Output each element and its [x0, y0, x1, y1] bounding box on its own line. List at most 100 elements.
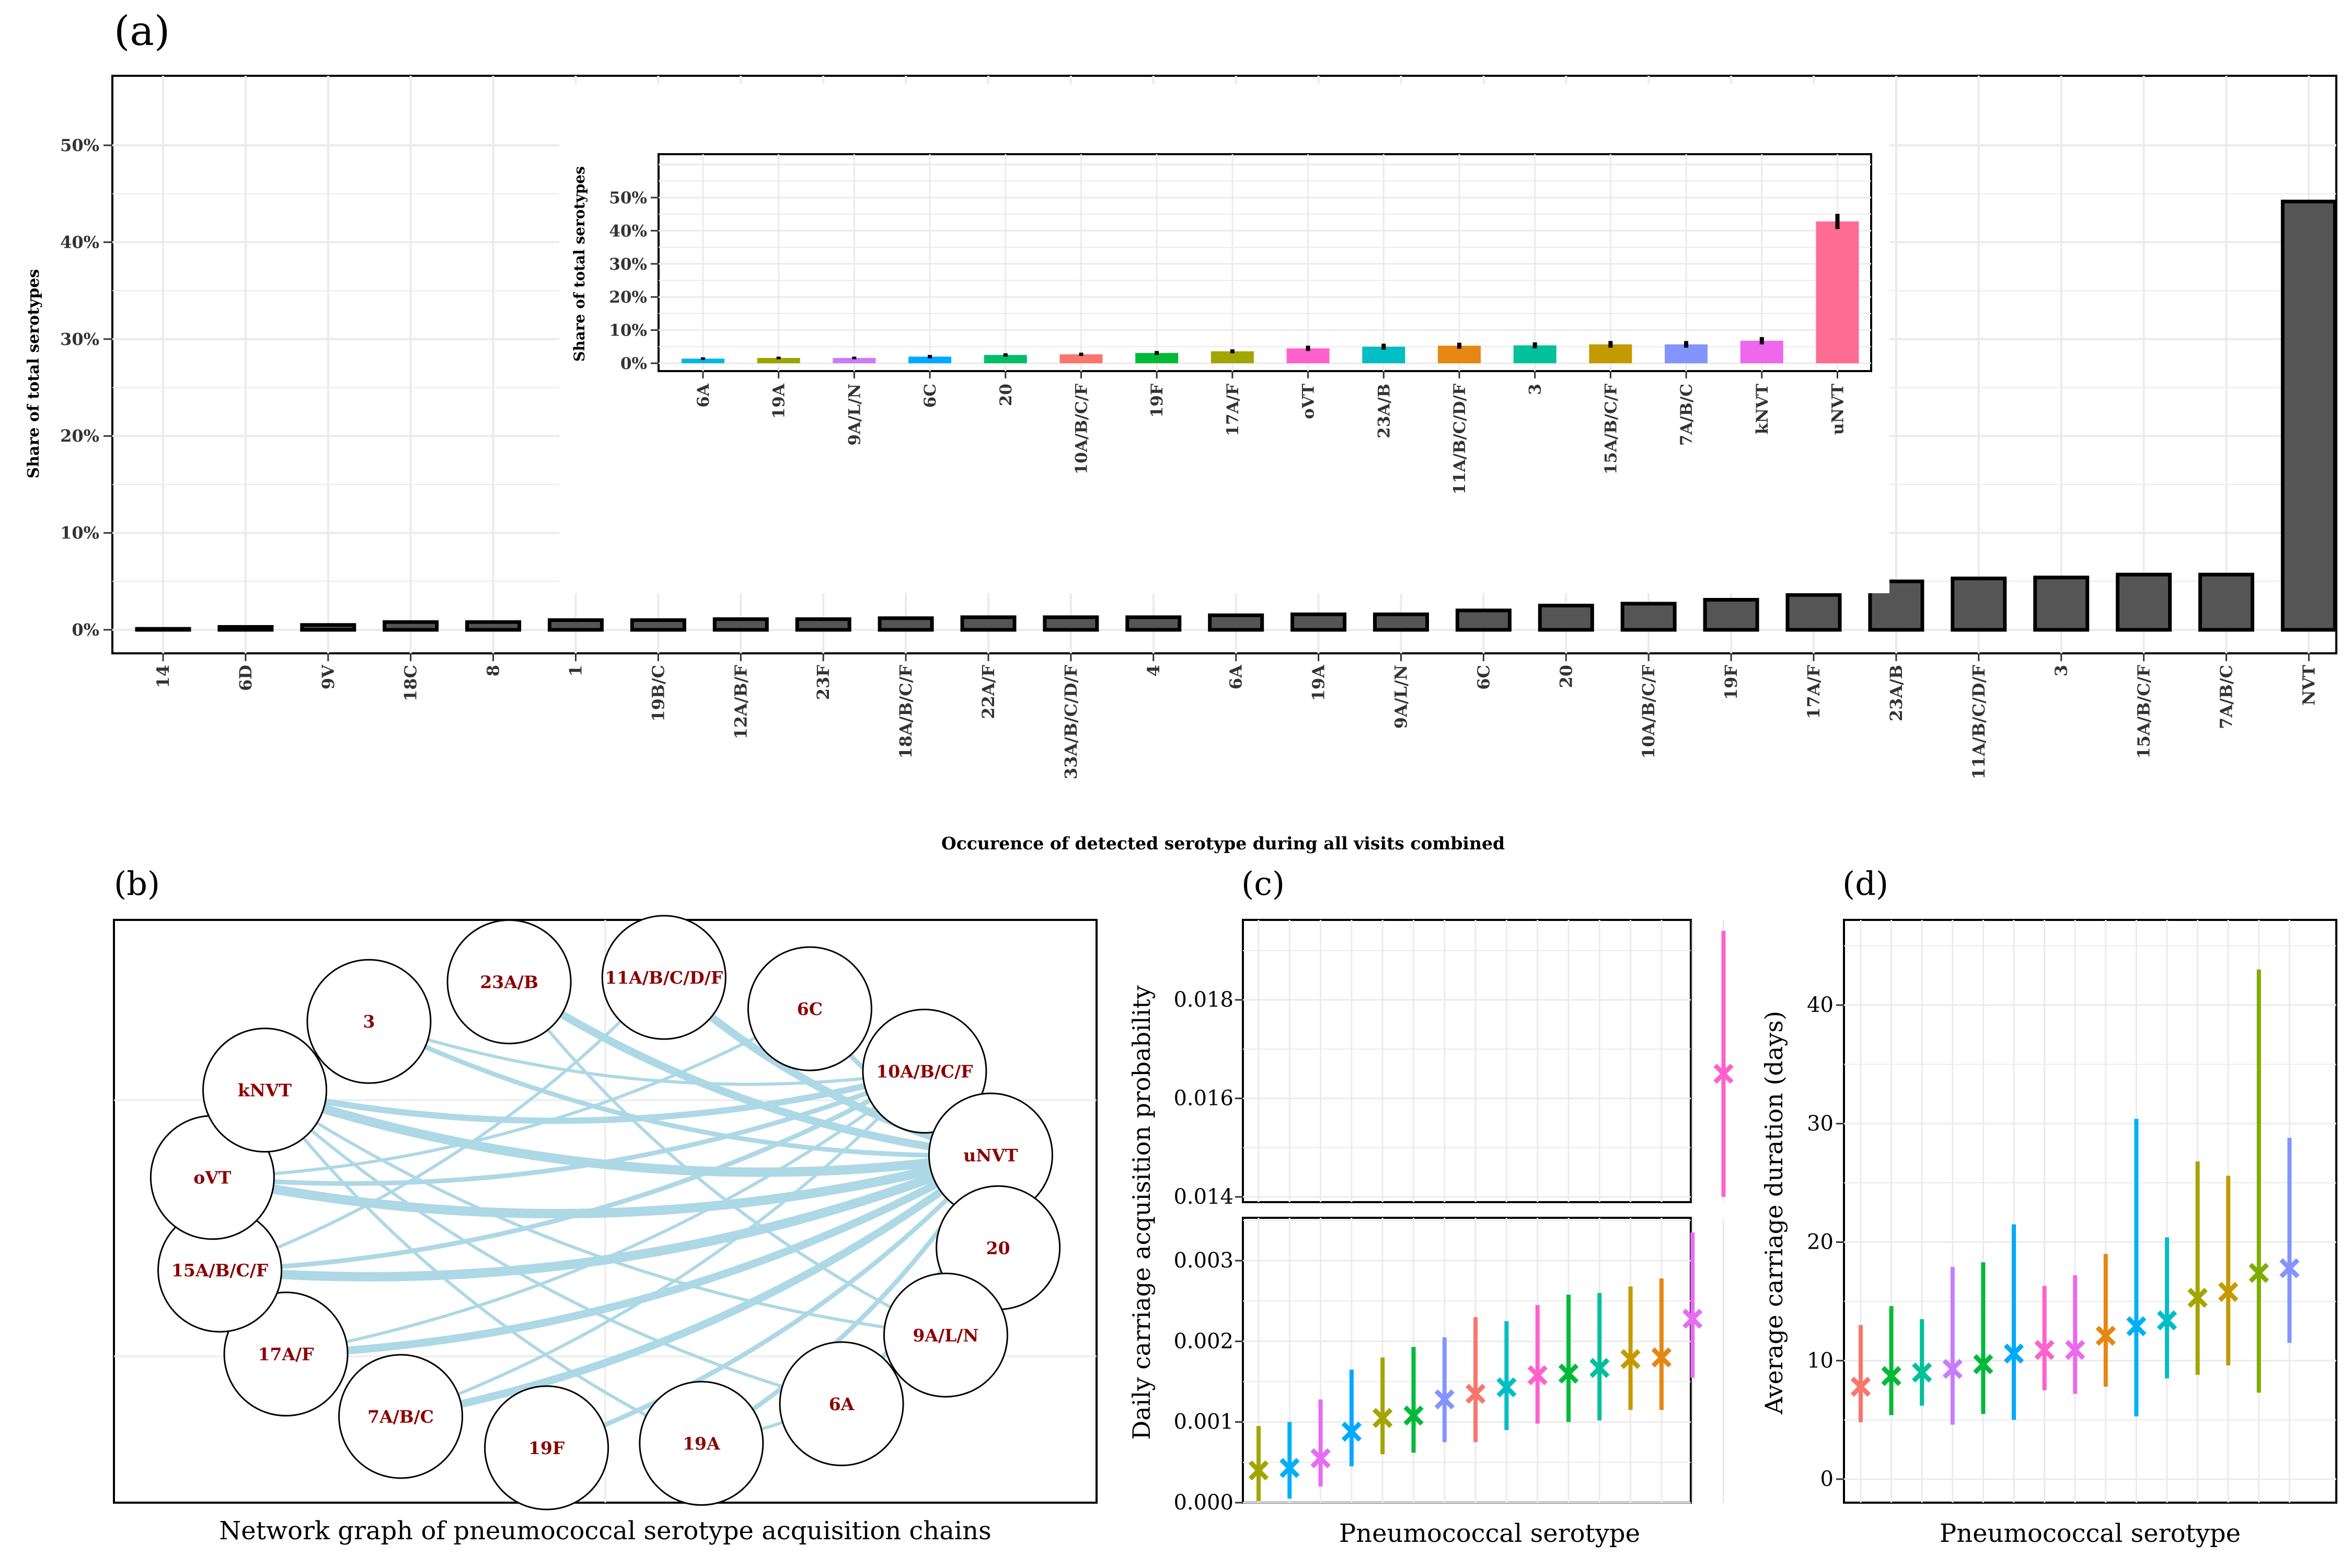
bar — [795, 617, 851, 632]
x-tick-label: uNVT — [1829, 384, 1848, 435]
panel-b-tag: (b) — [114, 864, 160, 903]
bar — [984, 355, 1027, 363]
network-edge — [366, 1019, 993, 1158]
network-edge — [260, 1085, 996, 1177]
bar — [1135, 353, 1179, 363]
y-tick-label: 0.000 — [1173, 1491, 1233, 1515]
bar — [2116, 572, 2172, 632]
point-marker — [1496, 1377, 1517, 1398]
y-tick-label: 0.016 — [1173, 1087, 1233, 1111]
bar — [630, 618, 686, 632]
x-tick-label: 10A/B/C/F — [1073, 384, 1091, 475]
x-tick-label: 9V — [318, 664, 338, 689]
inset-gridlines — [659, 154, 1871, 371]
bar — [1703, 598, 1759, 632]
y-tick-label: 50% — [60, 135, 99, 155]
network-node-label: 10A/B/C/F — [876, 1061, 973, 1081]
bar — [712, 617, 769, 632]
point-marker — [2157, 1310, 2177, 1331]
network-node — [338, 1354, 464, 1479]
bar — [548, 618, 604, 632]
x-tick-label: 3 — [2051, 665, 2071, 676]
bar — [960, 615, 1017, 632]
network-edge — [263, 1088, 703, 1445]
y-tick-label: 0.001 — [1173, 1410, 1233, 1434]
x-tick-label: 19A — [1309, 664, 1329, 701]
y-tick-label: 0% — [72, 620, 99, 640]
point-marker — [1942, 1358, 1963, 1379]
panel-d-carriage-duration: 0 10 20 30 40 Pneumococcal serotype Average … — [1760, 919, 2337, 1548]
panel-b-x-axis-title: Network graph of pneumococcal serotype a… — [219, 1516, 991, 1546]
x-tick-label: 9A/L/N — [1391, 665, 1411, 729]
point-marker — [1465, 1383, 1486, 1404]
panel-d-tag: (d) — [1842, 864, 1888, 903]
x-tick-label: 6C — [921, 384, 940, 408]
network-edge — [397, 1151, 995, 1421]
point-marker — [1850, 1376, 1871, 1397]
network-node — [446, 919, 572, 1045]
panel-d-y-axis-title: Average carriage duration (days) — [1760, 1011, 1788, 1415]
inset-y-ticks: 0% 10% 20% 30% 40% 50% — [609, 189, 659, 373]
y-tick-label: 30 — [1807, 1112, 1834, 1136]
bar — [1043, 615, 1099, 632]
point-marker — [1589, 1358, 1610, 1378]
network-edge — [508, 980, 948, 1337]
network-node-label: 6C — [797, 999, 823, 1019]
panel-c-upper-frame — [1242, 919, 1692, 1203]
y-tick-label: 30% — [609, 255, 647, 274]
network-node — [747, 946, 872, 1071]
network-node — [639, 1380, 764, 1506]
point-marker — [1341, 1422, 1362, 1442]
bar — [2198, 572, 2254, 632]
network-node-label: kNVT — [238, 1080, 292, 1101]
network-node — [601, 915, 727, 1040]
x-tick-label: 1 — [566, 665, 586, 676]
y-tick-label: 10% — [60, 523, 99, 543]
network-node-label: 17A/F — [258, 1344, 314, 1365]
x-tick-label: 15A/B/C/F — [2134, 665, 2154, 759]
bar — [135, 627, 191, 632]
y-tick-label: 0 — [1820, 1467, 1834, 1491]
x-tick-label: 7A/B/C — [1677, 384, 1696, 446]
point-marker — [1682, 1308, 1703, 1329]
x-tick-label: 12A/B/F — [731, 665, 751, 740]
x-tick-label: kNVT — [1753, 384, 1772, 434]
point-marker — [1973, 1354, 1993, 1375]
y-tick-label: 50% — [609, 189, 647, 207]
network-node — [862, 1008, 987, 1134]
x-tick-label: 19F — [1148, 384, 1167, 418]
network-edge — [367, 1020, 926, 1086]
x-tick-label: 6C — [1473, 665, 1493, 690]
x-tick-label: 18A/B/C/F — [896, 665, 916, 759]
x-tick-label: 17A/F — [1804, 665, 1824, 719]
network-node — [484, 1385, 609, 1511]
x-tick-label: oVT — [1299, 384, 1318, 419]
network-node-label: 11A/B/C/D/F — [605, 967, 723, 988]
y-tick-label: 30% — [60, 329, 99, 349]
bar — [2280, 200, 2337, 632]
network-node-label: 9A/L/N — [913, 1325, 978, 1345]
point-marker — [1558, 1363, 1579, 1384]
x-tick-label: 10A/B/C/F — [1639, 665, 1658, 759]
panel-d-y-ticks: 0 10 20 30 40 — [1807, 993, 1844, 1491]
point-marker — [1403, 1405, 1424, 1426]
network-node — [202, 1028, 328, 1153]
x-tick-label: 23A/B — [1375, 384, 1393, 439]
x-tick-label: 8 — [483, 665, 503, 676]
x-tick-label: 15A/B/C/F — [1601, 384, 1620, 475]
x-tick-label: 33A/B/C/D/F — [1061, 665, 1081, 779]
panel-a-inset-chart: 0% 10% 20% 30% 40% 50% 6A 19A 9A/L/N 6C 20 10A/B/C… — [559, 84, 1889, 593]
network-edge — [207, 1150, 996, 1218]
point-marker — [1527, 1365, 1548, 1386]
y-tick-label: 20% — [609, 288, 647, 307]
panel-b-nodes: 23A/B 11A/B/C/D/F 6C 10A/B/C/F uNVT 20 9A/L/N 6… — [149, 915, 1061, 1511]
y-tick-label: 40% — [60, 232, 99, 252]
point-marker — [1713, 1064, 1734, 1084]
network-node-label: oVT — [193, 1168, 232, 1188]
bar — [833, 358, 876, 363]
network-edge — [263, 1088, 844, 1405]
network-edge — [211, 1007, 812, 1179]
x-tick-label: 20 — [997, 384, 1016, 406]
x-tick-label: 9A/L/N — [845, 384, 864, 445]
y-tick-label: 10 — [1807, 1348, 1834, 1373]
